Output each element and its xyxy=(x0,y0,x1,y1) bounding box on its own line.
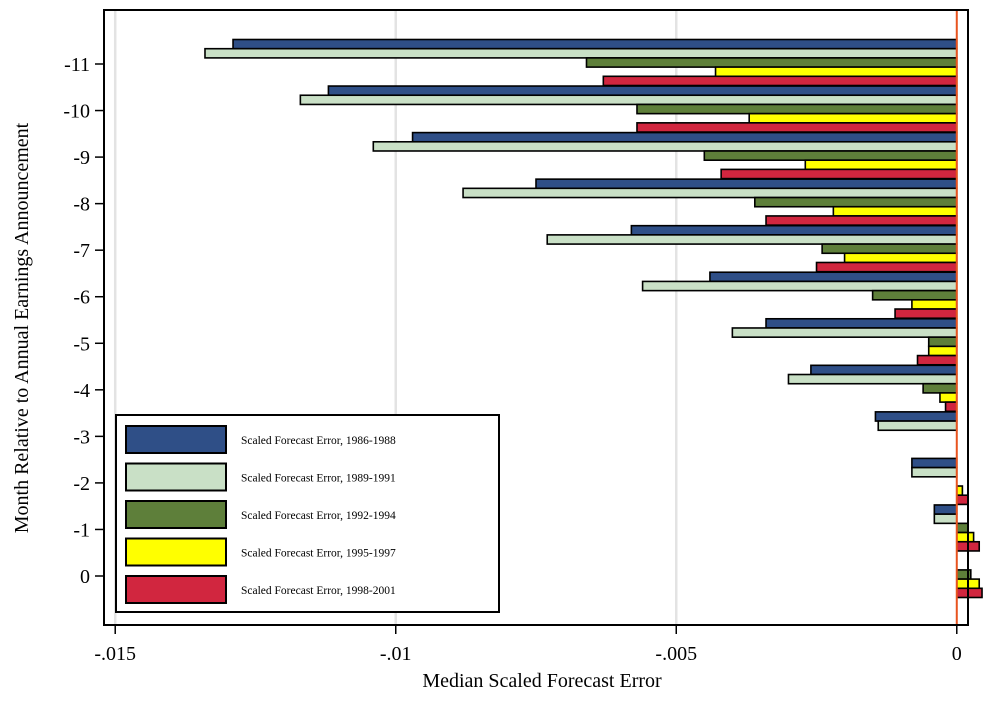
bar xyxy=(765,317,958,329)
y-tick-label: -7 xyxy=(73,240,90,262)
bar xyxy=(748,112,958,124)
bar xyxy=(754,196,958,208)
plot-frame xyxy=(103,9,969,626)
bar xyxy=(641,280,958,292)
bar xyxy=(765,215,958,226)
y-tick-label: -1 xyxy=(73,519,90,541)
bar xyxy=(933,513,958,525)
bar xyxy=(630,224,958,236)
y-tick-label: -2 xyxy=(73,473,90,495)
bar xyxy=(874,411,958,422)
bar xyxy=(714,66,958,78)
bar xyxy=(731,327,958,338)
legend-swatch xyxy=(125,575,227,604)
bar xyxy=(804,159,958,171)
legend-swatch xyxy=(125,462,227,492)
bar xyxy=(546,234,958,245)
y-tick-label: -6 xyxy=(73,287,90,309)
bar xyxy=(944,401,958,413)
y-tick-label: -5 xyxy=(73,333,90,355)
bar xyxy=(585,57,958,68)
bar xyxy=(877,420,958,432)
legend-label: Scaled Forecast Error, 1995-1997 xyxy=(241,548,396,560)
x-axis: -.015 -.01 -.005 0 xyxy=(94,625,962,665)
bar xyxy=(933,504,958,515)
bar xyxy=(636,122,958,133)
bar xyxy=(871,289,958,301)
bar xyxy=(821,243,958,255)
bar xyxy=(939,392,958,403)
legend-label: Scaled Forecast Error, 1986-1988 xyxy=(241,435,396,447)
legend: Scaled Forecast Error, 1986-1988 Scaled F… xyxy=(115,414,500,613)
bar xyxy=(810,364,958,376)
y-tick-label: -8 xyxy=(73,194,90,216)
y-tick-label: -4 xyxy=(73,380,90,402)
legend-swatch xyxy=(125,425,227,454)
legend-swatch xyxy=(125,537,227,567)
y-tick-label: 0 xyxy=(80,566,90,588)
bar xyxy=(372,140,958,152)
bar xyxy=(815,261,958,273)
bar xyxy=(843,252,958,264)
legend-swatch xyxy=(125,500,227,529)
bar xyxy=(911,466,958,478)
bar xyxy=(703,150,958,161)
bar xyxy=(204,47,958,59)
bar xyxy=(916,354,958,366)
bar xyxy=(832,205,958,217)
bar xyxy=(299,94,958,106)
bar xyxy=(636,103,958,115)
bar xyxy=(787,373,958,385)
bar xyxy=(955,522,969,534)
y-tick-label: -3 xyxy=(73,426,90,448)
bar xyxy=(894,308,958,320)
bar xyxy=(911,457,958,469)
bar xyxy=(955,587,983,599)
bar xyxy=(720,168,958,180)
y-tick-label: -10 xyxy=(63,101,90,123)
y-axis-title: Month Relative to Annual Earnings Announ… xyxy=(11,122,33,533)
y-tick-label: -11 xyxy=(64,54,90,76)
bar xyxy=(709,271,958,283)
x-axis-title: Median Scaled Forecast Error xyxy=(422,670,662,692)
bar xyxy=(927,336,958,348)
legend-label: Scaled Forecast Error, 1992-1994 xyxy=(241,510,396,522)
bar xyxy=(955,531,975,543)
bar xyxy=(922,382,958,394)
y-tick-label: -9 xyxy=(73,147,90,169)
x-tick-label: -.01 xyxy=(380,643,412,665)
legend-label: Scaled Forecast Error, 1989-1991 xyxy=(241,473,396,485)
bar xyxy=(411,131,958,143)
bar xyxy=(927,345,958,357)
bars xyxy=(204,38,983,599)
bar xyxy=(462,187,958,199)
bar xyxy=(602,75,958,87)
bar xyxy=(535,178,958,190)
legend-label: Scaled Forecast Error, 1998-2001 xyxy=(241,585,396,597)
bar xyxy=(911,299,958,310)
y-axis: -11-10-9-8-7-6-5-4-3-2-10 xyxy=(63,54,104,588)
bar xyxy=(955,494,969,506)
x-tick-label: -.015 xyxy=(94,643,136,665)
bar xyxy=(232,38,958,50)
bar xyxy=(327,85,958,97)
x-tick-label: 0 xyxy=(952,643,962,665)
x-tick-label: -.005 xyxy=(655,643,697,665)
